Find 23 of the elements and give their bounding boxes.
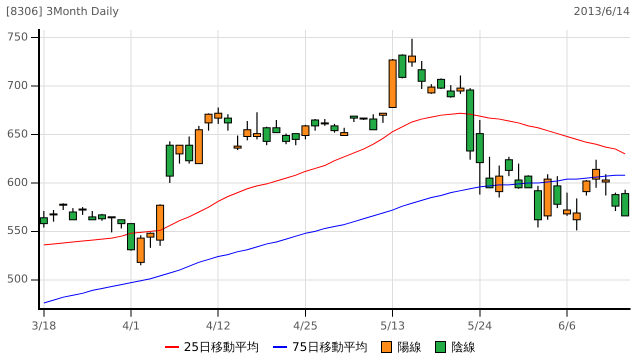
x-tick-label: 5/13: [380, 319, 405, 332]
chart-subtitle: 2013/6/14: [574, 4, 630, 18]
y-tick-label: 500: [6, 272, 28, 286]
y-tick-label: 700: [6, 79, 28, 92]
candlestick: [418, 60, 426, 90]
x-tick-label: 4/12: [206, 319, 231, 332]
y-tick-label: 750: [6, 30, 28, 44]
x-tick-label: 4/25: [293, 319, 318, 332]
legend-label: 25日移動平均: [184, 338, 259, 356]
chart-title: [8306] 3Month Daily: [6, 4, 120, 18]
legend-label: 75日移動平均: [292, 338, 368, 356]
legend-label: 陽線: [397, 338, 422, 356]
y-tick-label: 550: [6, 224, 28, 238]
candlestick: [524, 174, 532, 188]
x-tick-label: 5/24: [467, 319, 492, 332]
candlestick: [369, 114, 378, 130]
y-tick-label: 600: [6, 176, 28, 189]
x-tick-label: 3/18: [31, 319, 56, 332]
candlestick: [602, 174, 610, 196]
x-tick-label: 6/6: [558, 319, 576, 332]
legend-label: 陰線: [451, 338, 476, 356]
y-tick-label: 650: [6, 127, 28, 140]
x-tick-label: 4/1: [122, 319, 140, 332]
